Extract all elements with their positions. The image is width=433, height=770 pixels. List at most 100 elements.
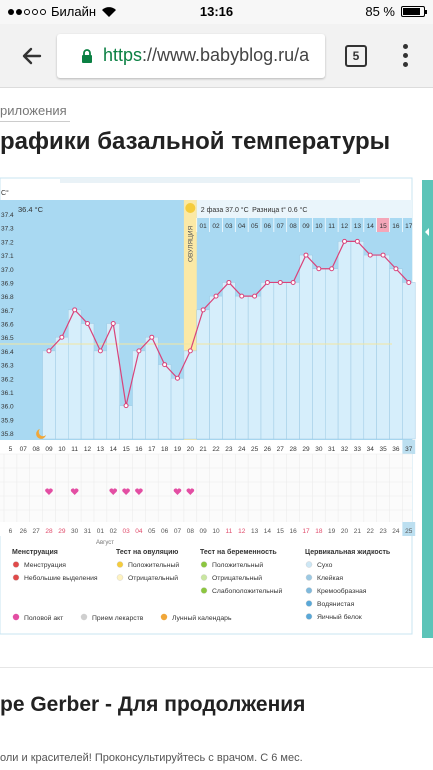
temperature-bar — [222, 282, 236, 440]
legend-icon — [200, 561, 208, 568]
temperature-point — [187, 348, 193, 354]
status-bar: Билайн 13:16 85 % — [0, 0, 433, 24]
side-accent-bar — [422, 180, 433, 638]
cycle-day: 37 — [405, 446, 413, 453]
month-label: Август — [96, 540, 114, 546]
cover-header — [0, 200, 184, 218]
cycle-day: 19 — [174, 446, 182, 453]
temperature-point — [303, 252, 309, 258]
date-label: 11 — [226, 528, 233, 535]
legend-item: Сухо — [317, 562, 333, 569]
date-label: 23 — [379, 528, 387, 535]
temperature-point — [277, 279, 283, 285]
date-label: 05 — [148, 528, 156, 535]
temperature-bar — [80, 323, 95, 440]
date-label: 16 — [290, 528, 298, 535]
temperature-point — [367, 252, 373, 258]
carrier-name: Билайн — [51, 4, 97, 19]
date-label: 14 — [264, 528, 272, 535]
temperature-bar — [132, 350, 146, 440]
heart-icon — [109, 488, 117, 495]
temperature-point — [342, 238, 348, 244]
temperature-bar — [389, 268, 403, 440]
temperature-point — [136, 348, 142, 354]
temperature-point — [264, 279, 270, 285]
legend-item: Кремообразная — [317, 587, 367, 595]
phase-day: 17 — [405, 223, 413, 230]
overflow-menu-icon[interactable] — [403, 44, 409, 67]
date-row — [0, 522, 412, 536]
address-bar[interactable]: https://www.babyblog.ru/a — [57, 34, 325, 78]
temperature-bar — [93, 350, 108, 440]
legend-item: Водянистая — [317, 601, 355, 608]
cycle-day: 32 — [341, 446, 349, 453]
y-tick-label: 36.1 — [1, 390, 14, 397]
legend-icon — [116, 574, 124, 581]
temperature-bar — [247, 295, 262, 440]
back-arrow-icon[interactable] — [20, 44, 44, 68]
cycle-day: 27 — [277, 446, 285, 453]
section-divider — [0, 667, 433, 668]
y-unit-label: C° — [1, 189, 9, 197]
y-tick-label: 36.9 — [1, 280, 14, 287]
y-tick-label: 36.2 — [1, 376, 14, 383]
breadcrumb[interactable]: риложения — [0, 103, 67, 118]
cycle-day: 35 — [379, 446, 387, 453]
cycle-day: 12 — [84, 446, 92, 453]
temperature-bar — [376, 254, 390, 440]
cycle-day: 13 — [97, 446, 105, 453]
y-tick-label: 36.3 — [1, 363, 14, 370]
battery-icon — [401, 6, 427, 17]
legend-icon — [12, 561, 20, 568]
temperature-bar — [286, 282, 300, 440]
carrier: Билайн — [8, 4, 117, 19]
temperature-point — [406, 279, 412, 285]
lock-icon — [82, 49, 92, 63]
date-label: 21 — [354, 528, 362, 535]
temperature-point — [239, 293, 245, 299]
cycle-day: 5 — [9, 446, 13, 453]
temperature-point — [354, 238, 360, 244]
legend-icon — [305, 574, 313, 581]
battery: 85 % — [365, 4, 427, 19]
y-tick-label: 37.3 — [1, 226, 14, 233]
legend-icon — [160, 613, 168, 621]
date-label: 04 — [135, 528, 143, 535]
promo-title[interactable]: ре Gerber - Для продолжения — [0, 693, 306, 716]
legend-icon — [12, 613, 20, 621]
cycle-day: 15 — [122, 446, 130, 453]
promo-note: оли и красителей! Проконсультируйтесь с … — [0, 752, 303, 764]
cycle-day: 18 — [161, 446, 169, 453]
legend-item: Лунный календарь — [172, 614, 232, 622]
phase-day: 02 — [212, 223, 220, 230]
phase-day: 08 — [290, 223, 298, 230]
date-label: 6 — [9, 528, 13, 535]
legend-item: Небольшие выделения — [24, 574, 98, 582]
legend-icon — [305, 613, 313, 620]
legend-icon — [12, 574, 20, 581]
cycle-day: 30 — [315, 446, 323, 453]
marker-grid — [0, 454, 412, 522]
tab-switcher-button[interactable]: 5 — [345, 45, 367, 67]
legend-icon — [80, 613, 88, 621]
temperature-bar — [68, 309, 82, 440]
date-label: 10 — [212, 528, 220, 535]
legend-item: Яичный белок — [317, 613, 362, 621]
y-tick-label: 35.8 — [1, 431, 14, 438]
phase-day: 07 — [277, 223, 285, 230]
cycle-day: 31 — [328, 446, 336, 453]
diff-label: Разница t° 0.6 °C — [252, 206, 307, 214]
bbt-chart-svg: 37.4 37.3 37.2 37.1 37.0 36.9 36.8 36.7 36.6 36.5… — [0, 177, 433, 638]
legend-icon — [305, 561, 313, 568]
phase-day: 06 — [264, 223, 272, 230]
phase-day: 05 — [251, 223, 259, 230]
date-label: 12 — [238, 528, 246, 535]
date-label: 20 — [341, 528, 349, 535]
date-label: 06 — [161, 528, 169, 535]
cycle-day: 34 — [367, 446, 375, 453]
phase-label: 2 фаза 37.0 °C — [201, 206, 249, 214]
date-label: 25 — [405, 528, 413, 535]
legend-item: Слабоположительный — [212, 587, 282, 595]
temperature-point — [72, 307, 78, 313]
date-label: 24 — [392, 528, 400, 535]
